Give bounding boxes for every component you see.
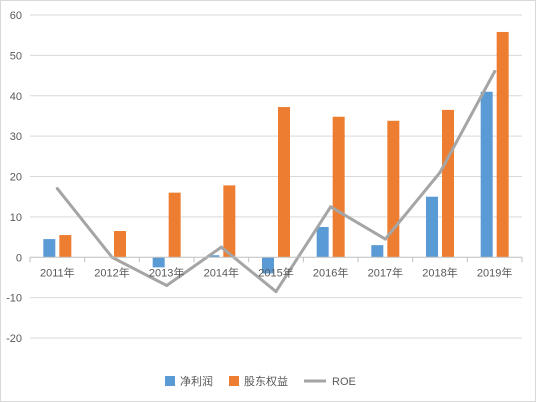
bars (43, 31, 509, 274)
x-tick-label: 2015年 (258, 265, 293, 279)
x-tick-label: 2018年 (422, 265, 457, 279)
y-tick-label: 10 (10, 212, 22, 224)
x-tick-label: 2013年 (149, 265, 184, 279)
equity-bar (442, 109, 454, 258)
legend-label: ROE (332, 376, 356, 388)
net-profit-bar (316, 226, 329, 258)
equity-bar (332, 116, 345, 258)
equity-bar (496, 31, 509, 258)
y-tick-label: 40 (10, 91, 22, 103)
y-axis-tick-labels: -20 -10 0 10 20 30 40 50 60 (6, 10, 22, 345)
net-profit-bar (262, 257, 274, 274)
roe-line-layer (55, 70, 497, 294)
x-tick-label: 2012年 (94, 265, 129, 279)
y-tick-label: -20 (6, 333, 22, 345)
equity-bar (59, 235, 72, 258)
x-tick-label: 2016年 (313, 265, 348, 279)
net-profit-bar (480, 91, 493, 258)
roe-point (383, 237, 387, 241)
net-profit-bar (426, 196, 438, 258)
y-tick-label: 20 (10, 172, 22, 184)
legend-label: 股东权益 (244, 374, 288, 388)
roe-point (274, 290, 278, 294)
net-profit-bar (43, 239, 56, 258)
net-profit-bar (207, 255, 220, 258)
y-tick-label: 30 (10, 131, 22, 143)
roe-point (438, 170, 442, 174)
roe-line (55, 70, 497, 294)
legend-label: 净利润 (180, 374, 213, 388)
y-tick-label: 50 (10, 50, 22, 62)
y-tick-label: 60 (10, 10, 22, 22)
equity-bar (114, 231, 126, 258)
roe-point (219, 245, 223, 249)
y-tick-label: -10 (6, 293, 22, 305)
y-tick-label: 0 (16, 252, 22, 264)
x-axis (29, 256, 523, 263)
legend-swatch-icon (165, 376, 175, 386)
gridlines (30, 14, 522, 339)
net-profit-bar (371, 245, 384, 258)
roe-point (55, 187, 59, 191)
x-tick-label: 2019年 (477, 265, 512, 279)
roe-point (493, 70, 497, 74)
legend-swatch-icon (229, 376, 239, 386)
x-tick-label: 2017年 (368, 265, 403, 279)
net-profit-bar (152, 257, 165, 268)
x-axis-tick-labels: 2011年 2012年 2013年 2014年 2015年 2016年 2017年 2018年… (40, 265, 512, 279)
roe-point (329, 205, 333, 209)
equity-bar (168, 192, 181, 258)
equity-bar (278, 107, 290, 258)
roe-point (165, 284, 169, 288)
x-tick-label: 2011年 (40, 265, 75, 279)
equity-bar (387, 120, 400, 258)
legend: 净利润 股东权益 ROE (165, 374, 356, 388)
equity-bar (223, 185, 236, 258)
x-tick-label: 2014年 (204, 265, 239, 279)
